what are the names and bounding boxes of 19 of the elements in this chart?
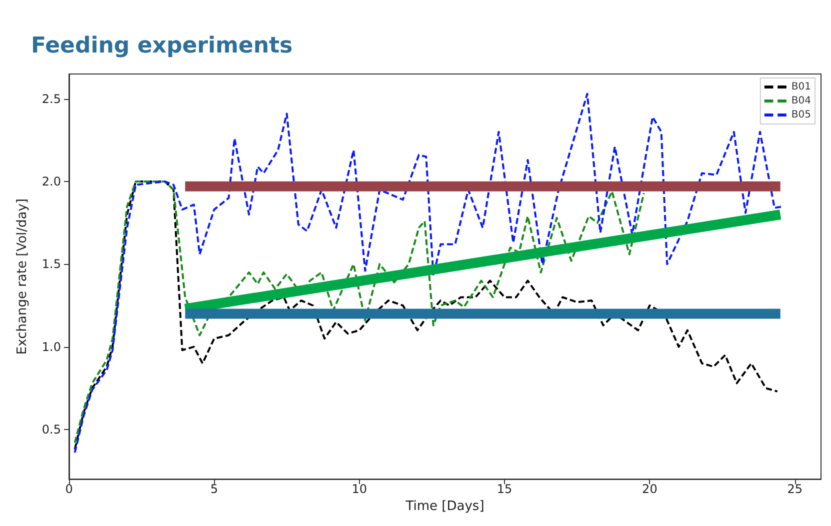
legend-label: B01: [791, 82, 812, 92]
y-axis-title: Exchange rate [Vol/day]: [15, 198, 30, 355]
y-tick-label: 0.5: [42, 422, 61, 436]
line-series: [74, 180, 778, 450]
x-tick-label: 20: [642, 482, 658, 496]
x-tick-label: 5: [210, 482, 218, 496]
y-tick-label: 2.0: [42, 174, 61, 188]
line-series: [74, 180, 645, 444]
x-tick-label: 15: [496, 482, 512, 496]
x-tick-label: 10: [352, 482, 367, 496]
y-tick-label: 1.5: [42, 257, 61, 272]
legend-label: B04: [791, 96, 812, 106]
x-tick-label: 0: [65, 482, 73, 496]
legend-label: B05: [791, 110, 812, 120]
y-tick-label: 2.5: [42, 92, 61, 106]
y-tick-label: 1.0: [42, 340, 61, 354]
x-axis-title: Time [Days]: [404, 499, 484, 514]
chart-title: Feeding experiments: [31, 34, 293, 58]
x-tick-label: 25: [787, 482, 803, 496]
